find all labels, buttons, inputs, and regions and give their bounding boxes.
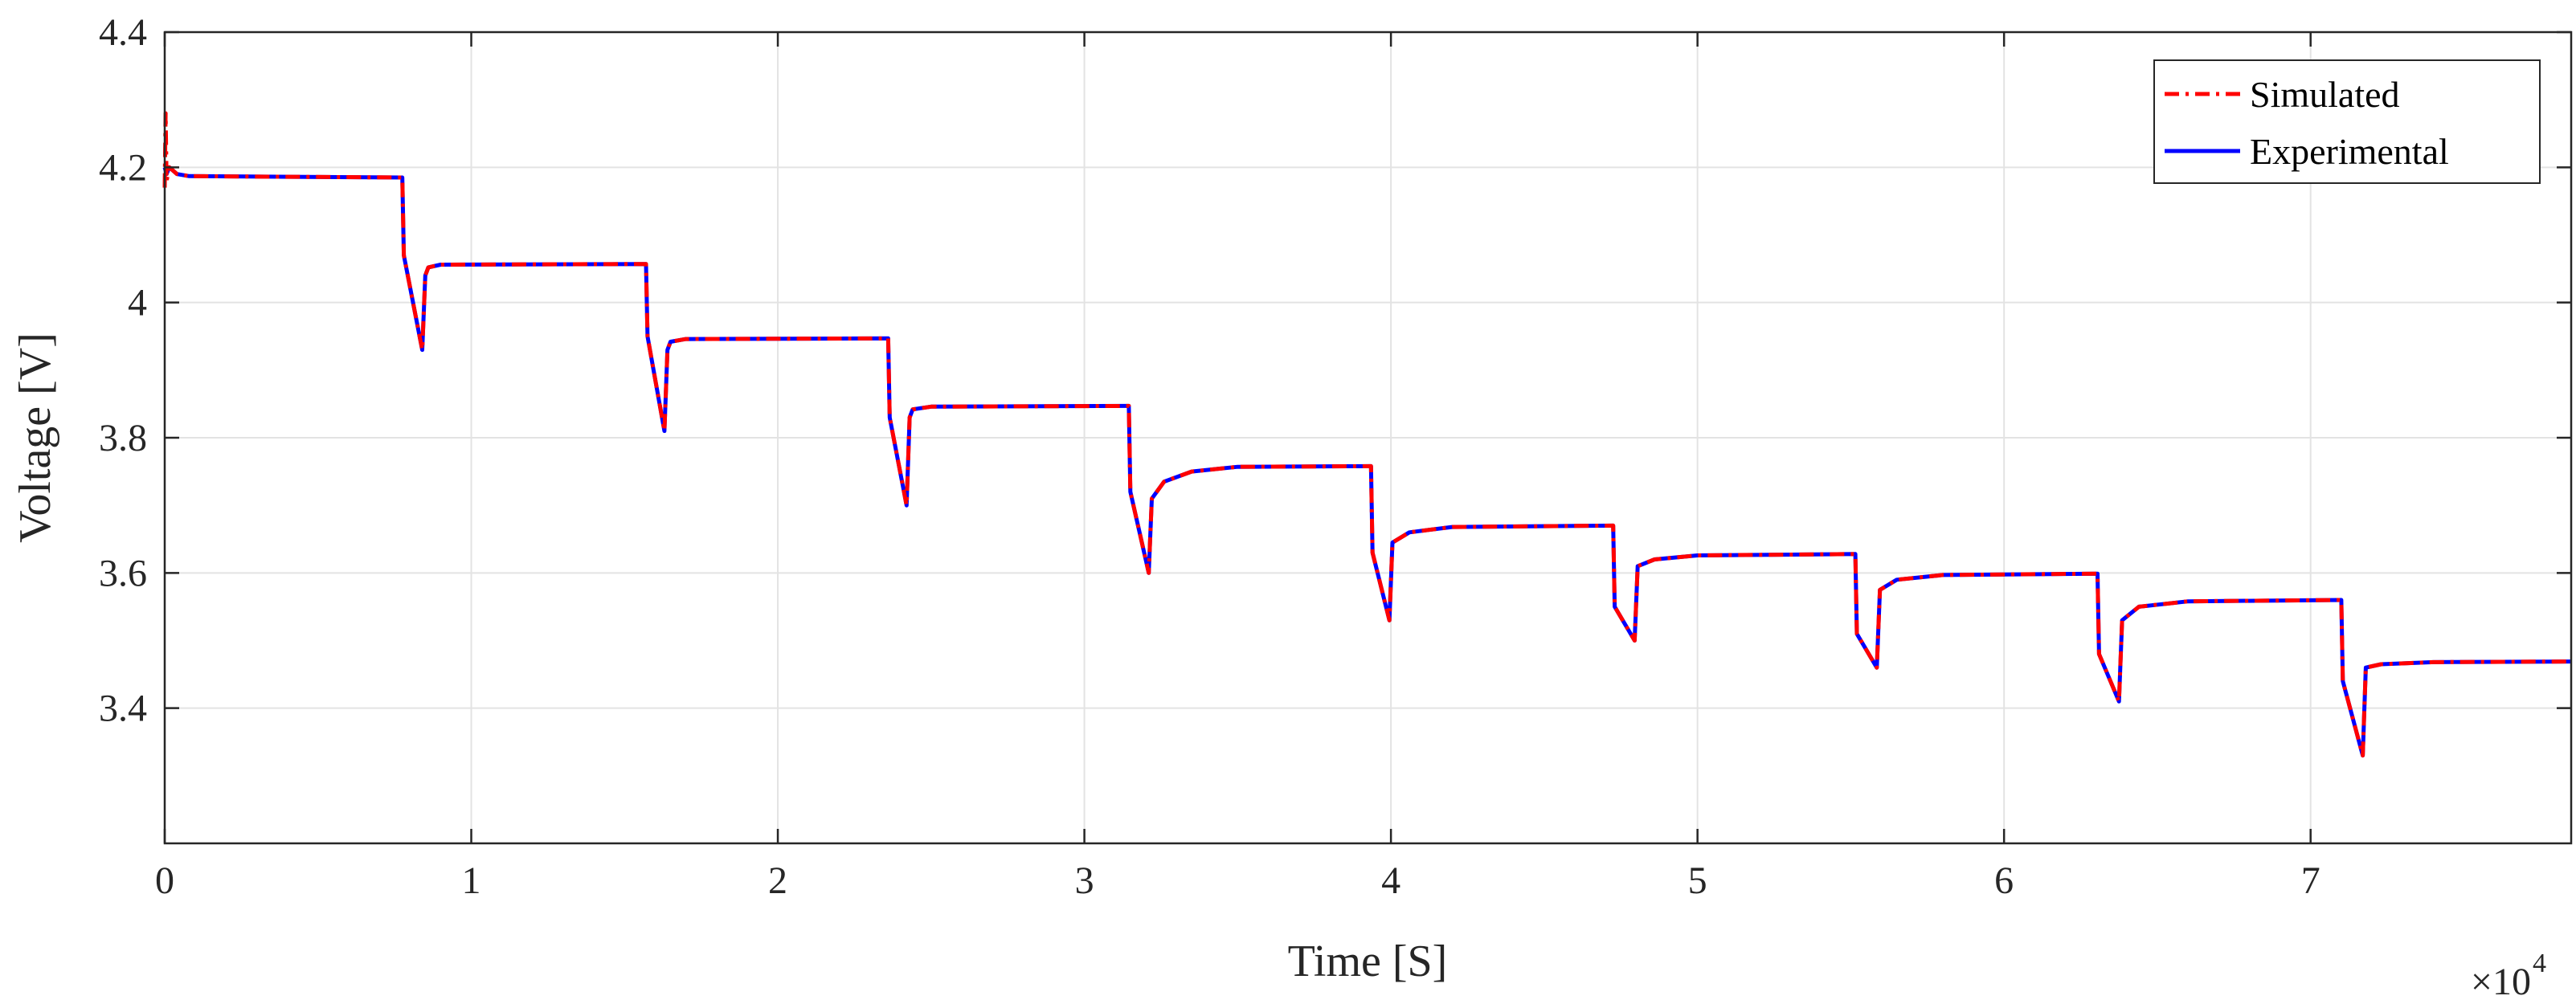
legend: Simulated Experimental [2153, 59, 2541, 184]
x-axis-label: Time [S] [1288, 937, 1448, 986]
x-exponent-power: 4 [2533, 949, 2546, 978]
y-tick-label: 3.4 [99, 688, 147, 730]
x-exponent-label: ×10 4 [2471, 949, 2546, 1003]
legend-box [2153, 59, 2541, 184]
x-tick-label: 1 [462, 859, 481, 902]
x-tick-label: 4 [1381, 859, 1400, 902]
x-tick-label: 2 [768, 859, 787, 902]
y-axis-label: Voltage [V] [10, 333, 60, 543]
series-line-simulated [162, 111, 2572, 758]
legend-label-experimental: Experimental [2250, 131, 2449, 172]
x-tick-label: 0 [155, 859, 174, 902]
x-tick-label: 7 [2301, 859, 2320, 902]
y-tick-label: 4.2 [99, 146, 147, 189]
x-tick-label: 6 [1994, 859, 2014, 902]
series-lines [162, 111, 2572, 758]
y-tick-label: 3.8 [99, 417, 147, 459]
legend-label-simulated: Simulated [2250, 74, 2400, 115]
x-exponent-base: ×10 [2471, 961, 2531, 1003]
y-tick-label: 4.4 [99, 11, 147, 54]
y-tick-label: 4 [128, 282, 147, 324]
y-tick-label: 3.6 [99, 552, 147, 594]
x-tick-label: 5 [1688, 859, 1707, 902]
x-tick-label: 3 [1075, 859, 1094, 902]
axis-ticks: 0 1 2 3 4 5 6 7 3.4 3.6 3.8 4 4.2 4.4 [99, 11, 2571, 902]
